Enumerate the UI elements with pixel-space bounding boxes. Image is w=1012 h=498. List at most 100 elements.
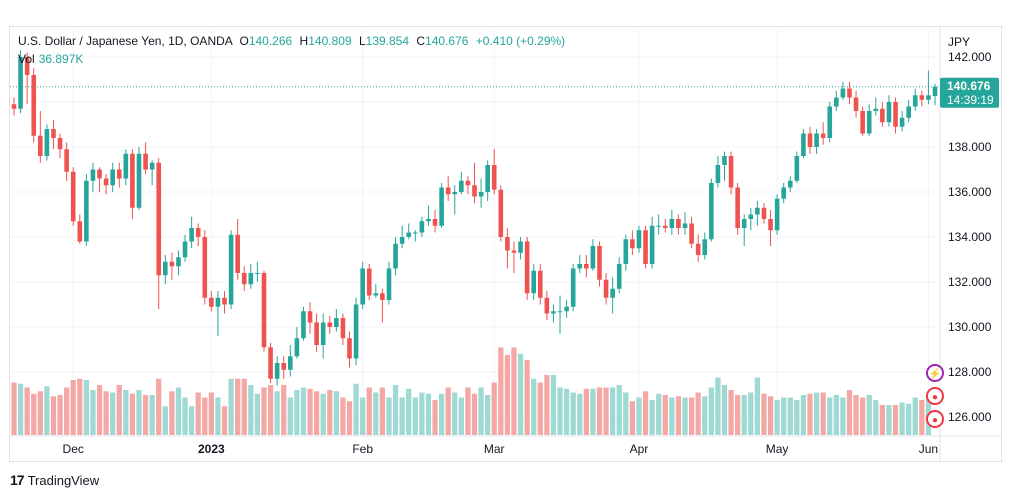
- candle-body: [459, 180, 464, 192]
- candle-body: [649, 225, 655, 264]
- volume-bar: [432, 400, 438, 435]
- candle-body: [728, 156, 734, 188]
- candle-body: [682, 223, 688, 228]
- candle-body: [636, 230, 642, 249]
- volume-bar: [235, 378, 241, 435]
- volume-bar: [807, 393, 813, 435]
- candle-body: [761, 207, 767, 219]
- volume-value: 36.897K: [38, 52, 84, 66]
- volume-bar: [156, 378, 162, 435]
- candle-body: [787, 180, 793, 188]
- candle-body: [491, 165, 497, 190]
- volume-bar: [853, 395, 859, 435]
- volume-bar: [846, 390, 853, 435]
- volume-label: Vol: [18, 52, 35, 66]
- volume-bar: [399, 397, 405, 435]
- candle-body: [327, 322, 333, 327]
- low-label: L: [358, 34, 366, 48]
- candle-body: [163, 261, 168, 276]
- candle-body: [334, 318, 339, 327]
- candle-body: [399, 237, 405, 244]
- candle-body: [551, 311, 556, 314]
- volume-bar: [241, 378, 247, 435]
- candle-body: [610, 288, 615, 298]
- candle-body: [294, 338, 300, 357]
- candle-body: [235, 234, 240, 273]
- volume-bar: [37, 391, 43, 435]
- candle-body: [412, 232, 418, 234]
- candle-body: [544, 297, 550, 314]
- candle-body: [656, 225, 662, 227]
- volume-bar: [215, 397, 221, 435]
- candle-body: [498, 189, 504, 237]
- volume-bar: [610, 387, 616, 435]
- chart-legend: U.S. Dollar / Japanese Yen, 1D, OANDA O1…: [18, 34, 565, 48]
- volume-bar: [919, 400, 925, 435]
- volume-bar: [307, 388, 313, 435]
- candle-body: [465, 180, 471, 186]
- candle-body: [557, 311, 563, 313]
- volume-bar: [31, 393, 37, 435]
- candle-body: [912, 95, 918, 107]
- volume-bar: [892, 405, 899, 435]
- volume-bar: [504, 355, 511, 435]
- volume-bar: [149, 395, 155, 435]
- candle-body: [570, 268, 576, 307]
- candle-body: [432, 219, 438, 226]
- candle-body: [919, 95, 925, 100]
- volume-bar: [761, 393, 767, 435]
- volume-bar: [202, 397, 208, 435]
- volume-bar: [274, 391, 280, 435]
- candle-body: [373, 293, 379, 296]
- volume-bar: [774, 400, 780, 435]
- candle-body: [814, 133, 819, 147]
- volume-bar: [702, 396, 708, 435]
- volume-bar: [669, 397, 675, 435]
- volume-bar: [629, 401, 636, 435]
- candle-body: [853, 97, 859, 111]
- volume-bar: [820, 392, 826, 435]
- candle-body: [366, 268, 372, 296]
- candle-body: [893, 102, 898, 127]
- volume-bar: [182, 397, 188, 435]
- price-tick-label: 126.000: [948, 410, 992, 424]
- volume-bar: [333, 391, 339, 435]
- candle-body: [77, 221, 83, 242]
- volume-bar: [136, 390, 142, 435]
- volume-bar: [899, 402, 905, 435]
- volume-bar: [728, 390, 734, 435]
- volume-bar: [603, 387, 609, 435]
- volume-bar: [44, 386, 50, 435]
- flag-event-icon[interactable]: [926, 387, 944, 405]
- candle-body: [741, 219, 747, 228]
- candle-body: [18, 57, 23, 109]
- candle-body: [623, 239, 629, 264]
- flag-event-icon[interactable]: [926, 410, 944, 428]
- candle-body: [222, 297, 227, 305]
- volume-bar: [340, 397, 346, 435]
- candle-body: [320, 322, 326, 345]
- volume-bar: [623, 392, 629, 435]
- volume-bar: [287, 397, 293, 435]
- volume-bar: [787, 397, 793, 435]
- volume-bar: [392, 385, 399, 435]
- candle-body: [505, 237, 510, 251]
- candle-body: [301, 311, 306, 339]
- volume-bar: [458, 397, 464, 435]
- volume-bar: [544, 375, 550, 435]
- lightning-event-icon: ⚡: [929, 367, 941, 380]
- candle-body: [44, 129, 50, 156]
- price-tick-label: 134.000: [948, 230, 992, 244]
- volume-bar: [537, 382, 543, 435]
- candle-body: [11, 104, 17, 109]
- candle-body: [781, 187, 786, 199]
- candle-body: [64, 149, 69, 172]
- date-tick-label: Apr: [630, 442, 649, 456]
- candle-body: [314, 322, 319, 345]
- volume-bar: [557, 387, 563, 435]
- volume-bar: [675, 396, 682, 435]
- candle-body: [130, 153, 135, 208]
- lightning-event-icon[interactable]: [926, 364, 944, 382]
- tradingview-branding[interactable]: 17 TradingView: [10, 472, 99, 488]
